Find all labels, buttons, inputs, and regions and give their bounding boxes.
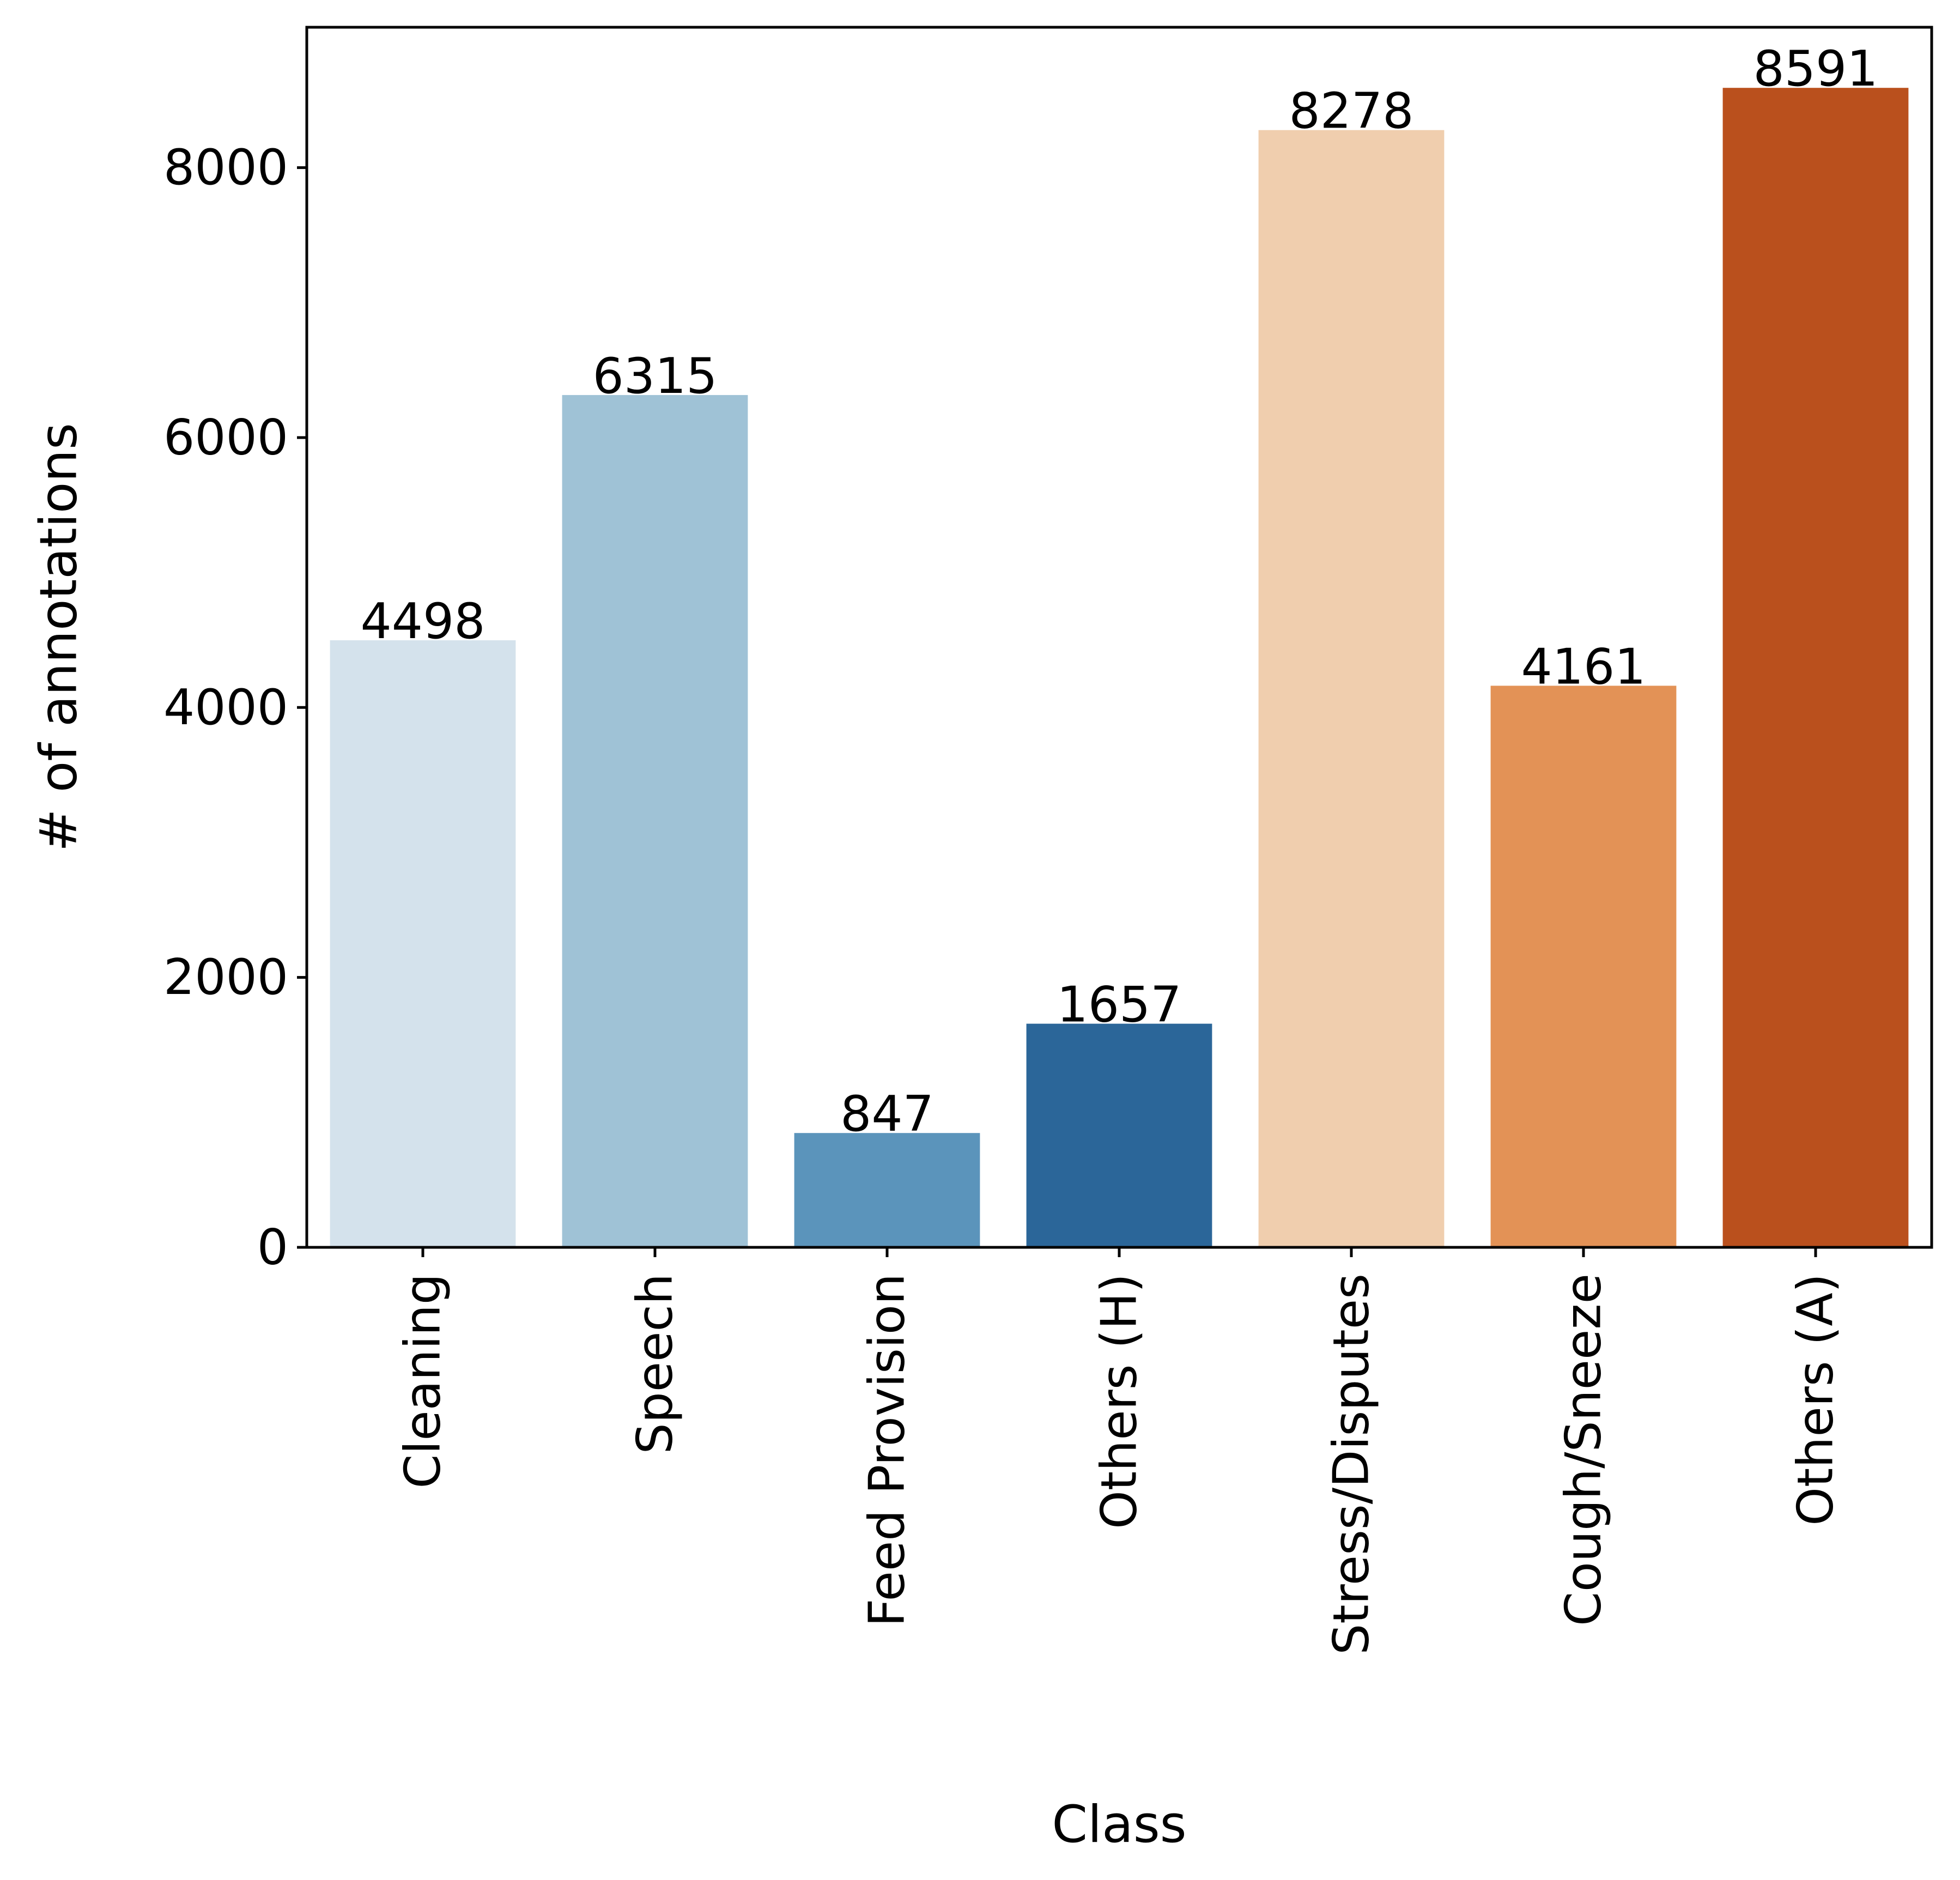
data-label-others-h: 1657 xyxy=(1057,977,1181,1034)
bar-feed-provision xyxy=(794,1133,980,1247)
y-tick-label-8000: 8000 xyxy=(163,139,288,196)
data-label-cleaning: 4498 xyxy=(360,593,485,650)
bar-stress-disputes xyxy=(1258,130,1445,1247)
bar-cough-sneeze xyxy=(1490,686,1677,1247)
y-tick-label-0: 0 xyxy=(257,1219,288,1276)
x-axis-ticks: Cleaning Speech Feed Provision Others (H) St… xyxy=(395,1247,1844,1655)
x-tick-label-stress-disputes: Stress/Disputes xyxy=(1323,1273,1380,1655)
y-axis-label: # of annotations xyxy=(29,423,89,852)
x-tick-label-speech: Speech xyxy=(627,1273,684,1454)
y-axis-ticks: 0 2000 4000 6000 8000 xyxy=(163,139,307,1276)
data-label-stress-disputes: 8278 xyxy=(1289,83,1413,140)
bar-speech xyxy=(562,395,748,1247)
data-label-feed-provision: 847 xyxy=(840,1085,934,1143)
x-tick-label-others-a: Others (A) xyxy=(1787,1273,1844,1526)
data-label-others-a: 8591 xyxy=(1753,40,1878,98)
x-axis-label: Class xyxy=(1052,1795,1186,1854)
y-tick-label-6000: 6000 xyxy=(163,409,288,466)
data-label-cough-sneeze: 4161 xyxy=(1521,638,1646,695)
data-label-speech: 6315 xyxy=(592,348,717,405)
x-tick-label-cough-sneeze: Cough/Sneeze xyxy=(1555,1273,1612,1626)
x-tick-label-feed-provision: Feed Provision xyxy=(859,1273,916,1627)
x-tick-label-others-h: Others (H) xyxy=(1091,1273,1148,1529)
bars-group xyxy=(330,88,1909,1247)
bar-others-a xyxy=(1722,88,1909,1247)
y-tick-label-4000: 4000 xyxy=(163,679,288,736)
bar-cleaning xyxy=(330,640,516,1247)
y-tick-label-2000: 2000 xyxy=(163,949,288,1006)
x-tick-label-cleaning: Cleaning xyxy=(395,1273,452,1489)
data-labels-group: 4498 6315 847 1657 8278 4161 8591 xyxy=(360,40,1878,1143)
bar-others-h xyxy=(1026,1023,1212,1247)
